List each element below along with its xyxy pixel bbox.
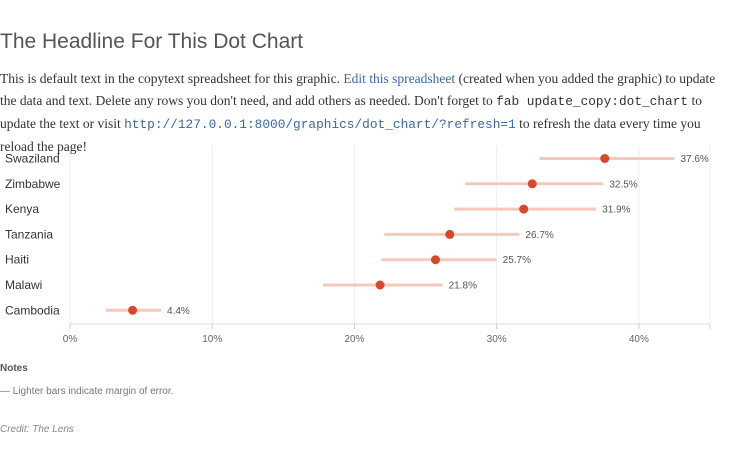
data-dot [527, 179, 537, 189]
category-label: Zimbabwe [5, 177, 61, 191]
category-label: Tanzania [5, 227, 53, 241]
intro-text-part-1: This is default text in the copytext spr… [0, 71, 344, 86]
category-label: Kenya [5, 202, 39, 216]
category-label: Swaziland [5, 152, 60, 166]
category-label: Haiti [5, 253, 29, 267]
value-label: 37.6% [680, 154, 708, 165]
x-tick-label: 0% [63, 334, 78, 345]
x-tick-label: 40% [629, 334, 649, 345]
refresh-url-link[interactable]: http://127.0.0.1:8000/graphics/dot_chart… [124, 117, 516, 132]
value-label: 21.8% [449, 281, 477, 292]
intro-text: This is default text in the copytext spr… [0, 68, 728, 158]
intro-text-part-3: to update the text or visit [0, 93, 702, 131]
value-label: 25.7% [503, 255, 531, 266]
data-dot [431, 255, 441, 265]
data-dot [445, 229, 455, 239]
chart-headline: The Headline For This Dot Chart [0, 30, 304, 53]
x-tick-label: 30% [487, 334, 507, 345]
value-label: 31.9% [602, 205, 630, 216]
category-label: Cambodia [5, 303, 60, 317]
intro-text-part-4: to refresh the data every time you reloa… [0, 116, 701, 154]
dot-chart: 0% 10% 20% 30% 40% Swaziland 37.6% Zimbabwe 32.5… [5, 146, 711, 345]
value-label: 4.4% [167, 306, 190, 317]
notes-heading: Notes [0, 363, 28, 374]
data-dot [375, 280, 385, 290]
edit-spreadsheet-link[interactable]: Edit this spreadsheet [343, 71, 456, 86]
intro-text-part-2: (created when you added the graphic) to … [0, 71, 716, 108]
category-label: Malawi [5, 278, 42, 292]
data-dot [128, 305, 138, 315]
x-tick-label: 20% [344, 334, 364, 345]
update-copy-command: fab update_copy:dot_chart [496, 94, 689, 109]
x-tick-label: 10% [202, 334, 222, 345]
notes-text: — Lighter bars indicate margin of error. [0, 386, 174, 397]
value-label: 32.5% [609, 179, 637, 190]
data-dot [519, 204, 529, 214]
credit-line: Credit: The Lens [0, 424, 74, 435]
data-dot [600, 154, 610, 163]
value-label: 26.7% [525, 230, 553, 241]
